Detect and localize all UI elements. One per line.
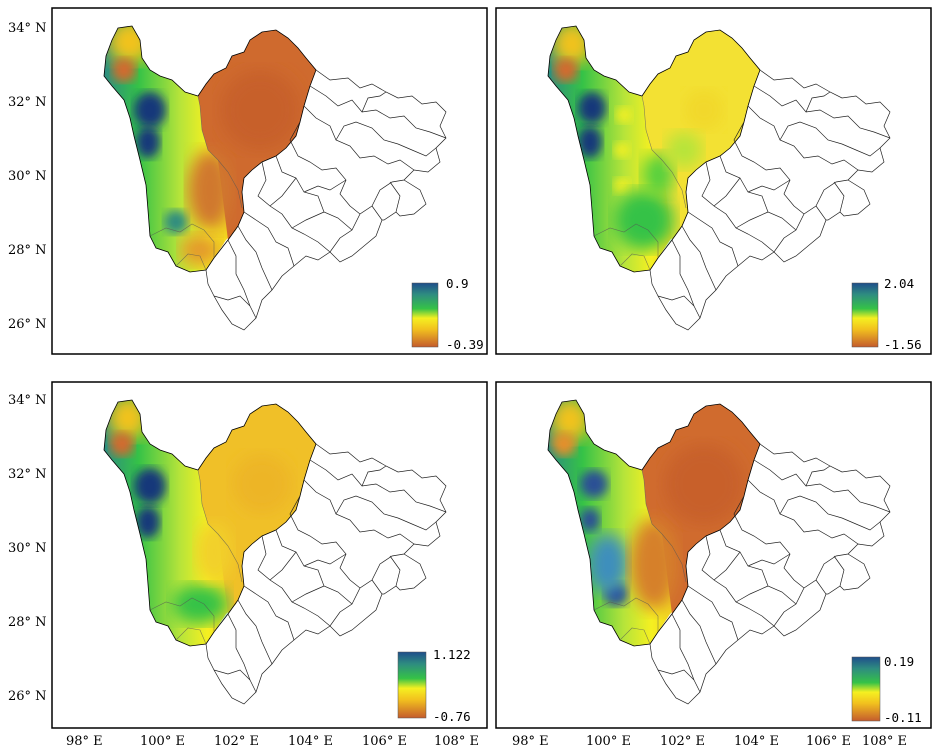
lon-axis-right: 98° E 100° E 102° E 104° E 106° E 108° E <box>512 734 907 749</box>
lon-label: 98° E <box>66 734 103 749</box>
lat-label: 30° N <box>8 169 47 184</box>
lat-label: 34° N <box>8 393 47 408</box>
lon-label: 104° E <box>734 734 779 749</box>
colorbar-max-label: 2.04 <box>884 276 914 291</box>
lat-label: 32° N <box>8 95 47 110</box>
colorbar: 0.19 -0.11 <box>851 654 922 725</box>
lat-axis-bottom: 34° N 32° N 30° N 28° N 26° N <box>8 393 47 704</box>
colorbar-max-label: 0.19 <box>884 654 914 669</box>
lat-label: 28° N <box>8 243 47 258</box>
lon-label: 108° E <box>862 734 907 749</box>
colorbar-max-label: 1.122 <box>433 647 471 662</box>
colorbar: 1.122 -0.76 <box>397 647 471 724</box>
colorbar-max-label: 0.9 <box>446 276 469 291</box>
lon-label: 100° E <box>140 734 185 749</box>
lat-label: 26° N <box>8 689 47 704</box>
colorbar: 0.9 -0.39 <box>411 276 484 352</box>
lat-label: 26° N <box>8 317 47 332</box>
lon-label: 106° E <box>362 734 407 749</box>
lat-label: 34° N <box>8 21 47 36</box>
lon-label: 98° E <box>512 734 549 749</box>
lat-label: 30° N <box>8 541 47 556</box>
colorbar-min-label: -0.39 <box>446 337 484 352</box>
raster-field <box>108 400 292 624</box>
colorbar-min-label: -1.56 <box>884 337 922 352</box>
colorbar-min-label: -0.76 <box>433 709 471 724</box>
map-panel-bottom-right: 0.19 -0.11 <box>495 381 932 729</box>
colorbar: 2.04 -1.56 <box>851 276 922 352</box>
lon-label: 102° E <box>214 734 259 749</box>
map-panel-top-right: 2.04 -1.56 <box>495 7 932 355</box>
lon-axis-left: 98° E 100° E 102° E 104° E 106° E 108° E <box>66 734 479 749</box>
colorbar-min-label: -0.11 <box>884 710 922 725</box>
lon-label: 104° E <box>288 734 333 749</box>
lon-label: 106° E <box>806 734 851 749</box>
lon-label: 100° E <box>586 734 631 749</box>
lat-label: 28° N <box>8 615 47 630</box>
lat-label: 32° N <box>8 467 47 482</box>
lat-axis-top: 34° N 32° N 30° N 28° N 26° N <box>8 21 47 332</box>
lon-label: 102° E <box>660 734 705 749</box>
map-panel-bottom-left: 1.122 -0.76 <box>51 381 488 729</box>
map-panel-top-left: 0.9 -0.39 <box>51 7 488 355</box>
lon-label: 108° E <box>434 734 479 749</box>
raster-field <box>550 400 744 610</box>
